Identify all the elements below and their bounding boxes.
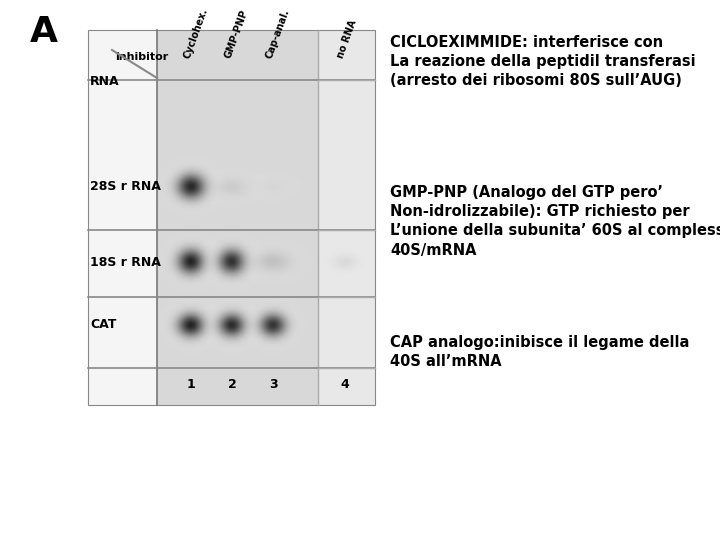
Bar bbox=[88, 30, 375, 405]
Text: CICLOEXIMMIDE: interferisce con
La reazione della peptidil transferasi
(arresto : CICLOEXIMMIDE: interferisce con La reazi… bbox=[390, 35, 696, 89]
Text: GMP-PNP (Analogo del GTP pero’
Non-idrolizzabile): GTP richiesto per
L’unione de: GMP-PNP (Analogo del GTP pero’ Non-idrol… bbox=[390, 185, 720, 258]
Text: GMP-PNP: GMP-PNP bbox=[222, 9, 249, 60]
Text: 2: 2 bbox=[228, 379, 236, 392]
Text: 18S r RNA: 18S r RNA bbox=[90, 255, 161, 268]
Text: Cyclohex.: Cyclohex. bbox=[181, 6, 210, 60]
Bar bbox=[318, 30, 375, 405]
Text: no RNA: no RNA bbox=[336, 19, 359, 60]
Bar bbox=[88, 30, 157, 405]
Text: CAT: CAT bbox=[90, 319, 117, 332]
Bar bbox=[157, 30, 318, 405]
Text: 3: 3 bbox=[269, 379, 277, 392]
Text: A: A bbox=[30, 15, 58, 49]
Text: CAP analogo:inibisce il legame della
40S all’mRNA: CAP analogo:inibisce il legame della 40S… bbox=[390, 335, 689, 369]
Text: 28S r RNA: 28S r RNA bbox=[90, 180, 161, 193]
Text: Cap-anal.: Cap-anal. bbox=[264, 8, 291, 60]
Bar bbox=[157, 30, 318, 80]
Text: 1: 1 bbox=[186, 379, 195, 392]
Text: 4: 4 bbox=[341, 379, 349, 392]
Text: RNA: RNA bbox=[90, 75, 120, 88]
Text: inhibitor: inhibitor bbox=[115, 52, 168, 62]
